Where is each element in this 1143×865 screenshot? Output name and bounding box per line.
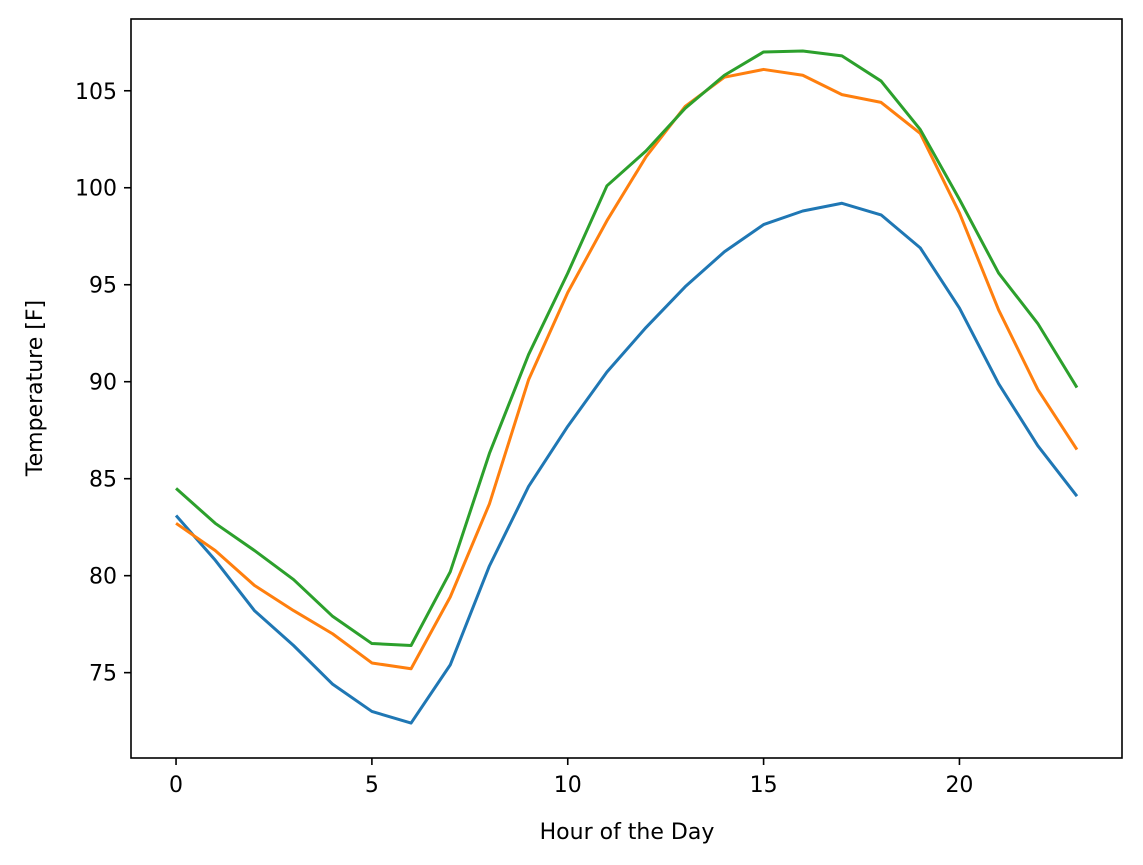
series-layer	[174, 49, 1079, 725]
series-line-3	[175, 49, 1079, 647]
x-tick-label: 20	[945, 773, 973, 798]
y-axis-label: Temperature [F]	[23, 300, 48, 477]
y-tick-label: 75	[89, 662, 117, 687]
y-tick-label: 95	[89, 274, 117, 299]
x-axis: 0 5 10 15 20	[169, 758, 973, 798]
y-tick-label: 90	[89, 371, 117, 396]
series-line-2	[175, 67, 1079, 671]
x-tick-label: 15	[750, 773, 778, 798]
y-tick-label: 85	[89, 468, 117, 493]
x-tick-label: 5	[365, 773, 379, 798]
y-axis: 75 80 85 90 95 100 105	[75, 80, 131, 687]
series-line-1	[174, 201, 1079, 725]
y-tick-label: 80	[89, 565, 117, 590]
y-tick-label: 105	[75, 80, 117, 105]
x-tick-label: 0	[169, 773, 183, 798]
plot-frame	[130, 18, 1123, 759]
y-tick-label: 100	[75, 177, 117, 202]
x-tick-label: 10	[554, 773, 582, 798]
x-axis-label: Hour of the Day	[540, 820, 715, 845]
